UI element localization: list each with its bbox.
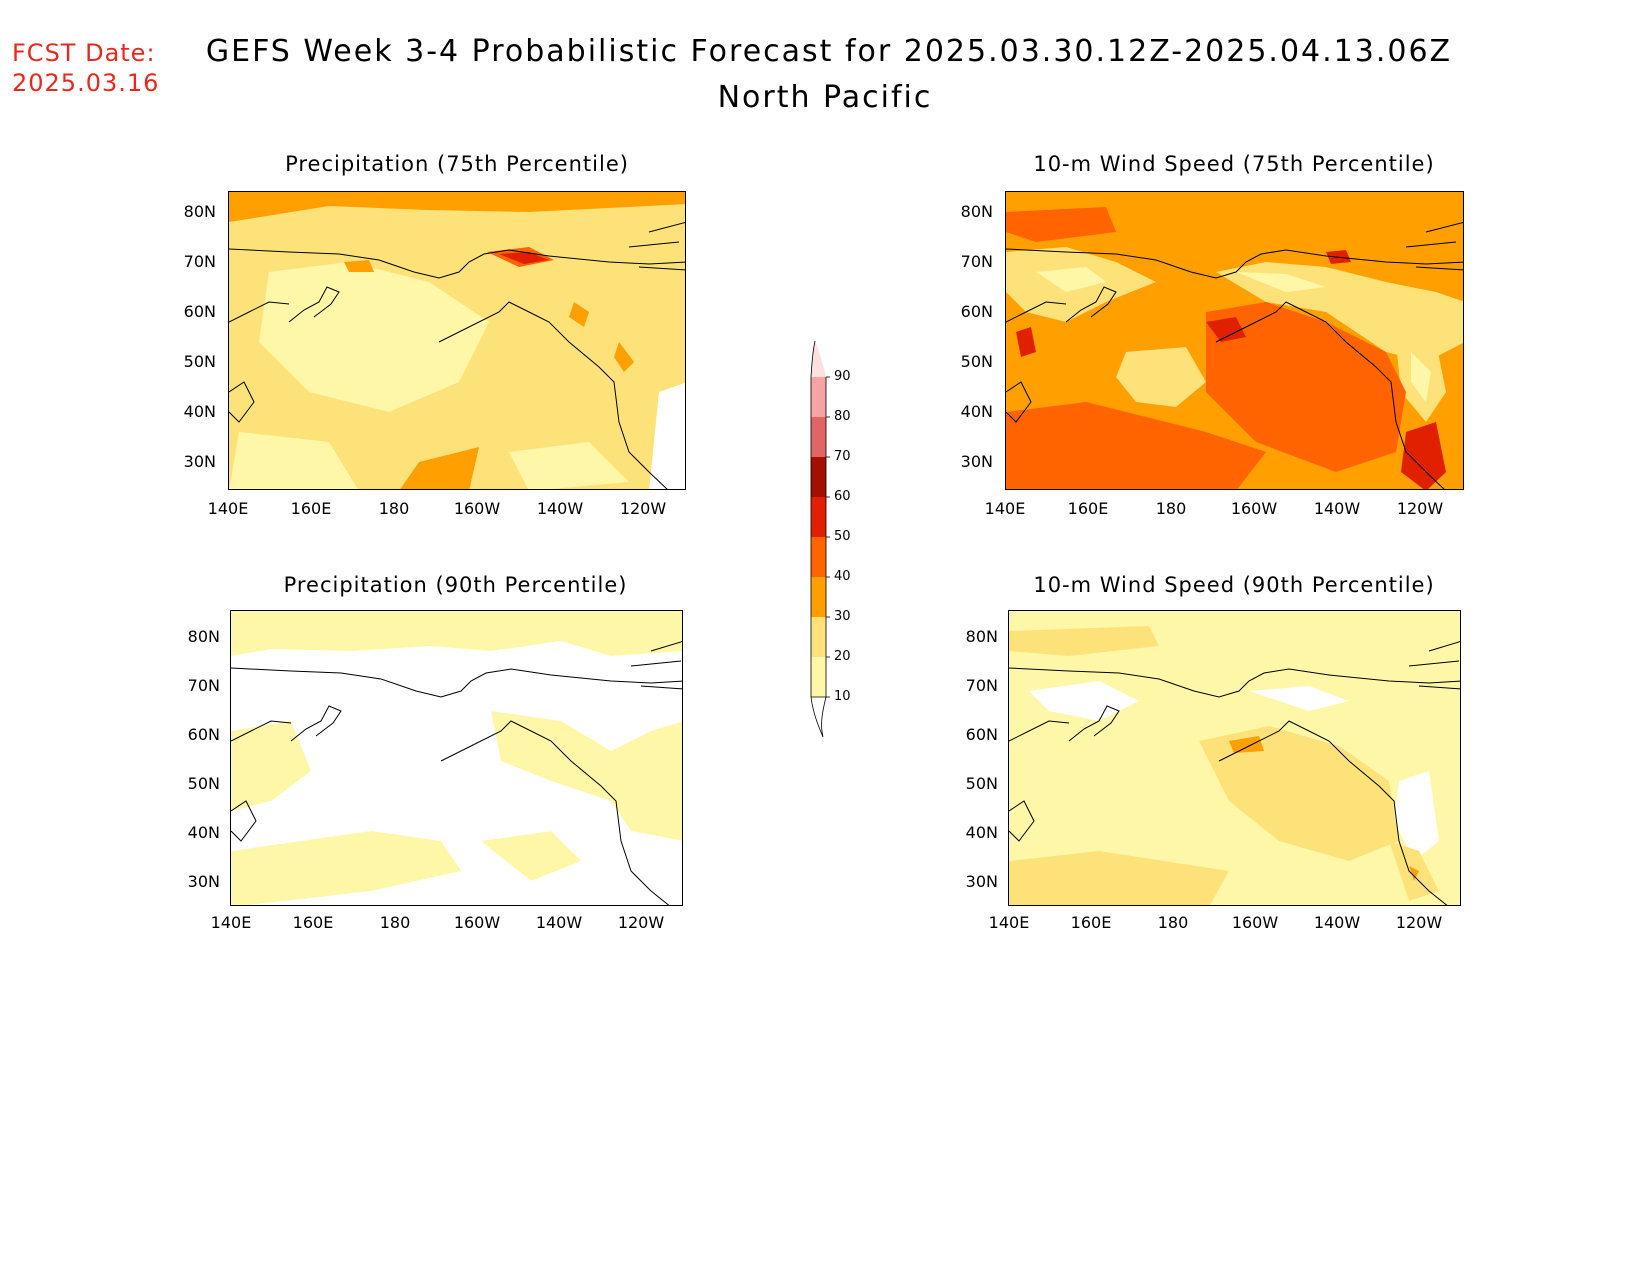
- lon-tick-140w: 140W: [1313, 913, 1361, 932]
- colorbar-cap-bottom: [810, 696, 827, 738]
- lat-tick-40n: 40N: [960, 402, 993, 421]
- forecast-date-block: FCST Date: 2025.03.16: [12, 38, 159, 98]
- lat-tick-80n: 80N: [187, 627, 220, 646]
- colorbar-swatch-50: [811, 497, 826, 537]
- lon-tick-160e: 160E: [1070, 913, 1112, 932]
- colorbar-label-70: 70: [834, 449, 851, 464]
- forecast-date-label: FCST Date:: [12, 39, 156, 67]
- lat-tick-70n: 70N: [965, 676, 998, 695]
- panel-title-precip-90: Precipitation (90th Percentile): [283, 573, 628, 597]
- lat-tick-70n: 70N: [187, 676, 220, 695]
- lat-tick-40n: 40N: [187, 823, 220, 842]
- colorbar-label-80: 80: [834, 409, 851, 424]
- colorbar-swatch-40: [811, 537, 826, 577]
- lon-tick-160w: 160W: [453, 913, 501, 932]
- lon-tick-120w: 120W: [1395, 913, 1443, 932]
- lat-tick-70n: 70N: [960, 252, 993, 271]
- lat-tick-50n: 50N: [187, 774, 220, 793]
- panel-title-wind-75: 10-m Wind Speed (75th Percentile): [1033, 152, 1435, 176]
- lon-tick-180: 180: [379, 913, 411, 932]
- forecast-date-value: 2025.03.16: [12, 69, 160, 97]
- lon-tick-120w: 120W: [617, 913, 665, 932]
- lon-tick-140e: 140E: [207, 499, 249, 518]
- lon-tick-140e: 140E: [210, 913, 252, 932]
- lat-tick-30n: 30N: [965, 872, 998, 891]
- map-wind-75: [1005, 191, 1464, 490]
- map-wind-90: [1008, 610, 1461, 906]
- lon-tick-120w: 120W: [619, 499, 667, 518]
- lat-tick-60n: 60N: [965, 725, 998, 744]
- page-title: GEFS Week 3-4 Probabilistic Forecast for…: [205, 34, 1453, 69]
- lat-tick-50n: 50N: [960, 352, 993, 371]
- colorbar: 90 80 70 60 50 40 30 20 10: [810, 335, 880, 740]
- lon-tick-180: 180: [1155, 499, 1187, 518]
- lon-tick-160w: 160W: [1231, 913, 1279, 932]
- colorbar-label-50: 50: [834, 529, 851, 544]
- lat-tick-80n: 80N: [965, 627, 998, 646]
- colorbar-cap-top: [811, 341, 826, 377]
- lat-tick-70n: 70N: [183, 252, 216, 271]
- colorbar-label-20: 20: [834, 649, 851, 664]
- lat-tick-80n: 80N: [183, 202, 216, 221]
- lat-tick-40n: 40N: [183, 402, 216, 421]
- panel-title-precip-75: Precipitation (75th Percentile): [285, 152, 629, 176]
- colorbar-label-10: 10: [834, 689, 851, 704]
- lon-tick-140w: 140W: [1313, 499, 1361, 518]
- lon-tick-140e: 140E: [988, 913, 1030, 932]
- panel-title-wind-90: 10-m Wind Speed (90th Percentile): [1033, 573, 1435, 597]
- colorbar-swatch-20: [811, 617, 826, 657]
- lon-tick-160w: 160W: [1230, 499, 1278, 518]
- lat-tick-30n: 30N: [183, 452, 216, 471]
- lat-tick-60n: 60N: [183, 302, 216, 321]
- colorbar-swatch-80: [811, 377, 826, 417]
- colorbar-label-90: 90: [834, 369, 851, 384]
- lat-tick-50n: 50N: [183, 352, 216, 371]
- colorbar-label-60: 60: [834, 489, 851, 504]
- lat-tick-80n: 80N: [960, 202, 993, 221]
- lon-tick-140w: 140W: [535, 913, 583, 932]
- lat-tick-60n: 60N: [187, 725, 220, 744]
- lon-tick-160w: 160W: [453, 499, 501, 518]
- lon-tick-160e: 160E: [292, 913, 334, 932]
- colorbar-swatch-10: [811, 657, 826, 697]
- lat-tick-60n: 60N: [960, 302, 993, 321]
- lon-tick-180: 180: [378, 499, 410, 518]
- colorbar-swatches: [810, 340, 830, 738]
- map-precip-90: [230, 610, 683, 906]
- map-precip-75: [228, 191, 686, 490]
- page-subtitle: North Pacific: [717, 80, 933, 115]
- lon-tick-180: 180: [1157, 913, 1189, 932]
- colorbar-label-30: 30: [834, 609, 851, 624]
- lat-tick-30n: 30N: [187, 872, 220, 891]
- lon-tick-160e: 160E: [290, 499, 332, 518]
- lon-tick-140e: 140E: [984, 499, 1026, 518]
- colorbar-swatch-60: [811, 457, 826, 497]
- lat-tick-40n: 40N: [965, 823, 998, 842]
- lon-tick-120w: 120W: [1396, 499, 1444, 518]
- colorbar-swatch-30: [811, 577, 826, 617]
- lat-tick-50n: 50N: [965, 774, 998, 793]
- lon-tick-140w: 140W: [536, 499, 584, 518]
- lon-tick-160e: 160E: [1067, 499, 1109, 518]
- lat-tick-30n: 30N: [960, 452, 993, 471]
- colorbar-swatch-70: [811, 417, 826, 457]
- colorbar-label-40: 40: [834, 569, 851, 584]
